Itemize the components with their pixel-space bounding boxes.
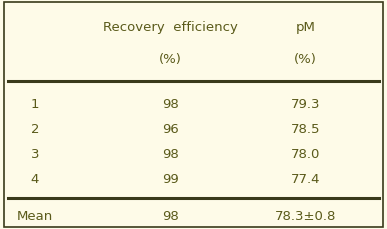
Text: 78.0: 78.0 xyxy=(291,148,320,161)
Text: Recovery  efficiency: Recovery efficiency xyxy=(103,21,238,34)
Text: 78.5: 78.5 xyxy=(291,123,320,136)
Text: 98: 98 xyxy=(162,98,179,111)
Text: 3: 3 xyxy=(31,148,39,161)
Text: 77.4: 77.4 xyxy=(291,173,320,186)
Text: 4: 4 xyxy=(31,173,39,186)
Text: Mean: Mean xyxy=(17,210,53,223)
Text: 98: 98 xyxy=(162,210,179,223)
Text: 2: 2 xyxy=(31,123,39,136)
FancyBboxPatch shape xyxy=(4,2,383,227)
Text: (%): (%) xyxy=(159,53,182,66)
Text: pM: pM xyxy=(296,21,316,34)
Text: 96: 96 xyxy=(162,123,179,136)
Text: 79.3: 79.3 xyxy=(291,98,320,111)
Text: 99: 99 xyxy=(162,173,179,186)
Text: 1: 1 xyxy=(31,98,39,111)
Text: 78.3±0.8: 78.3±0.8 xyxy=(275,210,336,223)
Text: (%): (%) xyxy=(294,53,317,66)
Text: 98: 98 xyxy=(162,148,179,161)
